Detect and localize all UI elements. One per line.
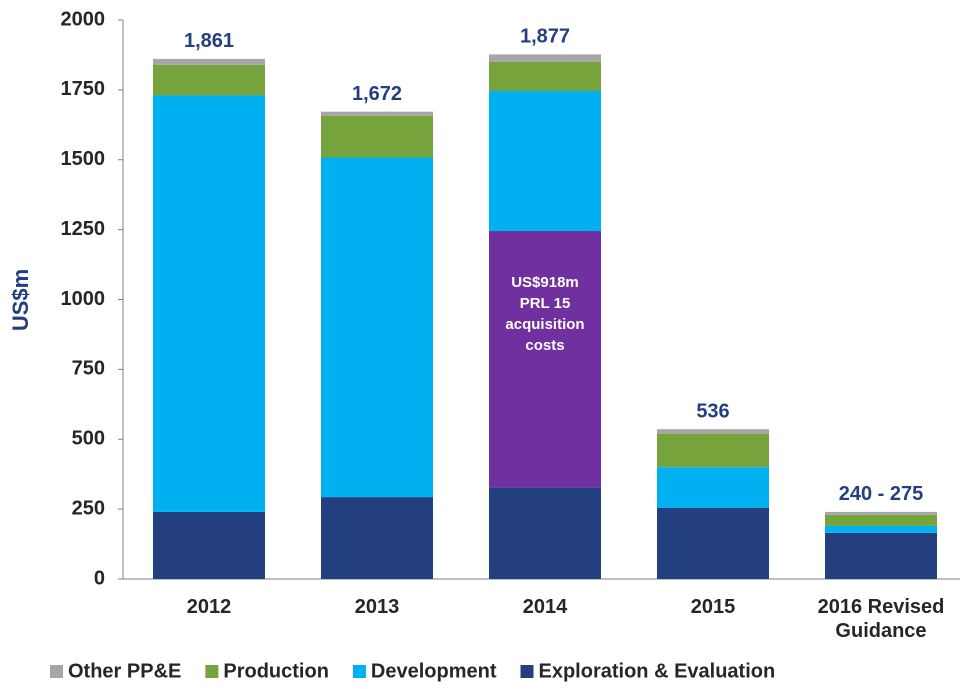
bar-segment <box>489 61 601 91</box>
total-label: 536 <box>696 400 729 422</box>
bar-segment <box>489 487 601 579</box>
bar-segment <box>657 429 769 434</box>
bar-segment <box>321 157 433 498</box>
x-tick-label: 2013 <box>354 596 400 618</box>
legend-swatch <box>520 665 534 678</box>
y-tick-label: 2000 <box>61 8 106 30</box>
legend-label: Production <box>223 660 329 682</box>
bar-segment <box>153 95 265 512</box>
legend-label: Development <box>371 660 497 682</box>
bar-segment <box>657 507 769 579</box>
bar-segment <box>825 525 937 533</box>
bar-segment <box>657 433 769 468</box>
bar-segment <box>153 64 265 96</box>
x-tick-label: 2016 Revised Guidance <box>817 596 945 642</box>
annotation: PRL 15 <box>520 295 571 312</box>
y-tick-label: 1750 <box>61 78 106 100</box>
bar-segment <box>825 532 937 579</box>
x-tick-label: 2014 <box>522 596 568 618</box>
y-tick-label: 1250 <box>61 218 106 240</box>
bar-segment <box>825 511 937 515</box>
total-label: 1,672 <box>352 83 402 105</box>
y-tick-label: 1500 <box>61 148 106 170</box>
bar-segment <box>321 111 433 116</box>
total-label: 1,877 <box>520 26 570 48</box>
total-label: 1,861 <box>184 30 234 52</box>
x-tick-label: 2012 <box>186 596 232 618</box>
y-tick-label: 500 <box>72 428 105 450</box>
annotation: US$918m <box>511 274 579 291</box>
y-axis-label: US$m <box>8 269 33 331</box>
bar-segment <box>153 58 265 65</box>
bar-segment <box>321 115 433 158</box>
legend-label: Other PP&E <box>68 660 181 682</box>
legend-swatch <box>50 665 63 678</box>
annotation: costs <box>525 337 564 354</box>
legend-swatch <box>352 665 366 678</box>
bar-segment <box>489 90 601 232</box>
y-tick-label: 750 <box>72 358 105 380</box>
bar-segment <box>489 231 601 488</box>
bar-segment <box>489 54 601 62</box>
legend-label: Exploration & Evaluation <box>539 660 776 682</box>
bar-segment <box>825 514 937 526</box>
annotation: acquisition <box>505 316 584 333</box>
bar-segment <box>153 511 265 579</box>
total-label: 240 - 275 <box>839 483 924 505</box>
y-tick-label: 250 <box>72 497 105 519</box>
bar-segment <box>321 497 433 579</box>
y-tick-label: 0 <box>94 567 105 589</box>
y-tick-label: 1000 <box>61 288 106 310</box>
legend-swatch <box>205 665 219 678</box>
bar-segment <box>657 467 769 508</box>
x-tick-label: 2015 <box>690 596 736 618</box>
